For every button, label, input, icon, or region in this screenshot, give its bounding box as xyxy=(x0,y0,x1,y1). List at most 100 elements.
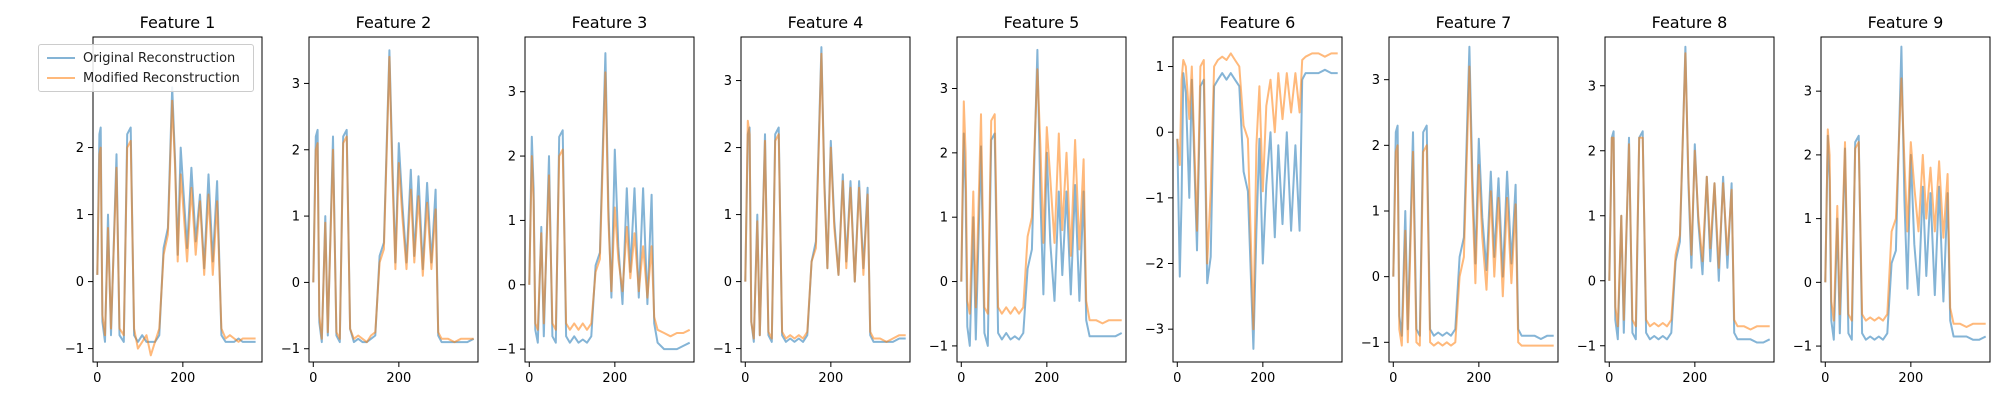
panel-title-7: Feature 7 xyxy=(1436,13,1512,32)
x-tick-label-6-0: 0 xyxy=(1173,371,1181,386)
y-tick-label-2-3: 2 xyxy=(292,143,300,158)
panel-5: Feature 5 0 200 −1 0 1 2 3 xyxy=(929,13,1127,386)
panel-3: Feature 3 0 200 −1 0 1 2 3 xyxy=(497,13,695,386)
y-tick-label-2-4: 3 xyxy=(292,77,300,92)
y-tick-label-7-2: 1 xyxy=(1372,204,1380,219)
panel-7: Feature 7 0 200 −1 0 1 2 3 xyxy=(1361,13,1559,386)
x-tick-label-5-0: 0 xyxy=(957,371,965,386)
y-tick-label-6-4: 1 xyxy=(1156,60,1164,75)
series-line-modified-8 xyxy=(1608,52,1770,331)
legend-entry-modified: Modified Reconstruction xyxy=(47,69,240,87)
axes-frame-9 xyxy=(1820,36,1991,363)
x-tick-label-1-1: 200 xyxy=(170,371,195,386)
legend-swatch-modified xyxy=(47,77,75,79)
x-tick-label-5-1: 200 xyxy=(1034,371,1059,386)
y-tick-label-9-2: 1 xyxy=(1804,212,1812,227)
axes-frame-7 xyxy=(1388,36,1559,363)
x-tick-label-7-0: 0 xyxy=(1389,371,1397,386)
y-tick-label-8-1: 0 xyxy=(1588,274,1596,289)
y-tick-label-6-0: −3 xyxy=(1145,323,1164,338)
legend-label-original: Original Reconstruction xyxy=(83,50,236,66)
y-tick-label-3-3: 2 xyxy=(508,150,516,165)
panel-9: Feature 9 0 200 −1 0 1 2 3 xyxy=(1793,13,1991,386)
x-tick-label-8-0: 0 xyxy=(1605,371,1613,386)
panel-4: Feature 4 0 200 −1 0 1 2 3 xyxy=(713,13,911,386)
axes-frame-2 xyxy=(308,36,479,363)
y-tick-label-7-1: 0 xyxy=(1372,270,1380,285)
y-tick-label-5-0: −1 xyxy=(929,339,948,354)
x-tick-label-9-0: 0 xyxy=(1821,371,1829,386)
legend-label-modified: Modified Reconstruction xyxy=(83,70,240,86)
x-tick-label-1-0: 0 xyxy=(93,371,101,386)
legend-swatch-original xyxy=(47,57,75,59)
x-tick-label-3-0: 0 xyxy=(525,371,533,386)
y-tick-label-9-1: 0 xyxy=(1804,276,1812,291)
series-line-modified-9 xyxy=(1824,77,1986,328)
y-tick-label-3-2: 1 xyxy=(508,214,516,229)
y-tick-label-4-2: 1 xyxy=(724,208,732,223)
series-line-modified-6 xyxy=(1176,52,1338,331)
y-tick-label-5-3: 2 xyxy=(940,146,948,161)
series-line-modified-5 xyxy=(960,68,1122,325)
y-tick-label-8-0: −1 xyxy=(1577,339,1596,354)
y-tick-label-3-0: −1 xyxy=(497,343,516,358)
axes-frame-1 xyxy=(92,36,263,363)
series-line-modified-3 xyxy=(528,71,691,338)
y-tick-label-9-4: 3 xyxy=(1804,85,1812,100)
panel-title-5: Feature 5 xyxy=(1004,13,1080,32)
axes-frame-4 xyxy=(740,36,911,363)
axes-frame-5 xyxy=(956,36,1127,363)
y-tick-label-9-3: 2 xyxy=(1804,148,1812,163)
y-tick-label-3-1: 0 xyxy=(508,278,516,293)
panel-title-3: Feature 3 xyxy=(572,13,648,32)
y-tick-label-1-1: 0 xyxy=(76,275,84,290)
axes-frame-8 xyxy=(1604,36,1775,363)
y-tick-label-1-2: 1 xyxy=(76,208,84,223)
panel-1: Feature 1 0 200 −1 0 1 2 xyxy=(65,13,263,386)
legend: Original Reconstruction Modified Reconst… xyxy=(38,44,254,92)
x-tick-label-9-1: 200 xyxy=(1898,371,1923,386)
panel-title-1: Feature 1 xyxy=(140,13,216,32)
y-tick-label-6-3: 0 xyxy=(1156,126,1164,141)
x-tick-label-2-0: 0 xyxy=(309,371,317,386)
panel-2: Feature 2 0 200 −1 0 1 2 3 xyxy=(281,13,479,386)
series-line-original-3 xyxy=(528,52,691,351)
y-tick-label-8-4: 3 xyxy=(1588,79,1596,94)
y-tick-label-1-0: −1 xyxy=(65,342,84,357)
panel-8: Feature 8 0 200 −1 0 1 2 3 xyxy=(1577,13,1775,386)
y-tick-label-8-2: 1 xyxy=(1588,209,1596,224)
series-line-modified-2 xyxy=(312,55,474,344)
x-tick-label-3-1: 200 xyxy=(602,371,627,386)
legend-entry-original: Original Reconstruction xyxy=(47,49,235,67)
y-tick-label-7-0: −1 xyxy=(1361,336,1380,351)
series-line-modified-7 xyxy=(1392,65,1554,347)
x-tick-label-8-1: 200 xyxy=(1682,371,1707,386)
y-tick-label-5-1: 0 xyxy=(940,275,948,290)
x-tick-label-4-1: 200 xyxy=(818,371,843,386)
y-tick-label-3-4: 3 xyxy=(508,85,516,100)
panel-6: Feature 6 0 200 −3 −2 −1 0 1 xyxy=(1145,13,1343,386)
y-tick-label-4-1: 0 xyxy=(724,275,732,290)
x-tick-label-7-1: 200 xyxy=(1466,371,1491,386)
y-tick-label-4-3: 2 xyxy=(724,141,732,156)
panel-title-2: Feature 2 xyxy=(356,13,432,32)
y-tick-label-2-0: −1 xyxy=(281,342,300,357)
y-tick-label-4-4: 3 xyxy=(724,74,732,89)
series-line-modified-4 xyxy=(744,52,906,343)
axes-frame-3 xyxy=(524,36,695,363)
panel-title-9: Feature 9 xyxy=(1868,13,1944,32)
y-tick-label-4-0: −1 xyxy=(713,342,732,357)
axes-frame-6 xyxy=(1172,36,1343,363)
x-tick-label-4-0: 0 xyxy=(741,371,749,386)
y-tick-label-6-2: −1 xyxy=(1145,191,1164,206)
y-tick-label-5-2: 1 xyxy=(940,211,948,226)
y-tick-label-6-1: −2 xyxy=(1145,257,1164,272)
y-tick-label-7-3: 2 xyxy=(1372,139,1380,154)
y-tick-label-8-3: 2 xyxy=(1588,144,1596,159)
y-tick-label-7-4: 3 xyxy=(1372,73,1380,88)
x-tick-label-6-1: 200 xyxy=(1250,371,1275,386)
series-line-modified-1 xyxy=(96,99,256,357)
series-line-original-7 xyxy=(1392,45,1554,340)
y-tick-label-2-1: 0 xyxy=(292,276,300,291)
